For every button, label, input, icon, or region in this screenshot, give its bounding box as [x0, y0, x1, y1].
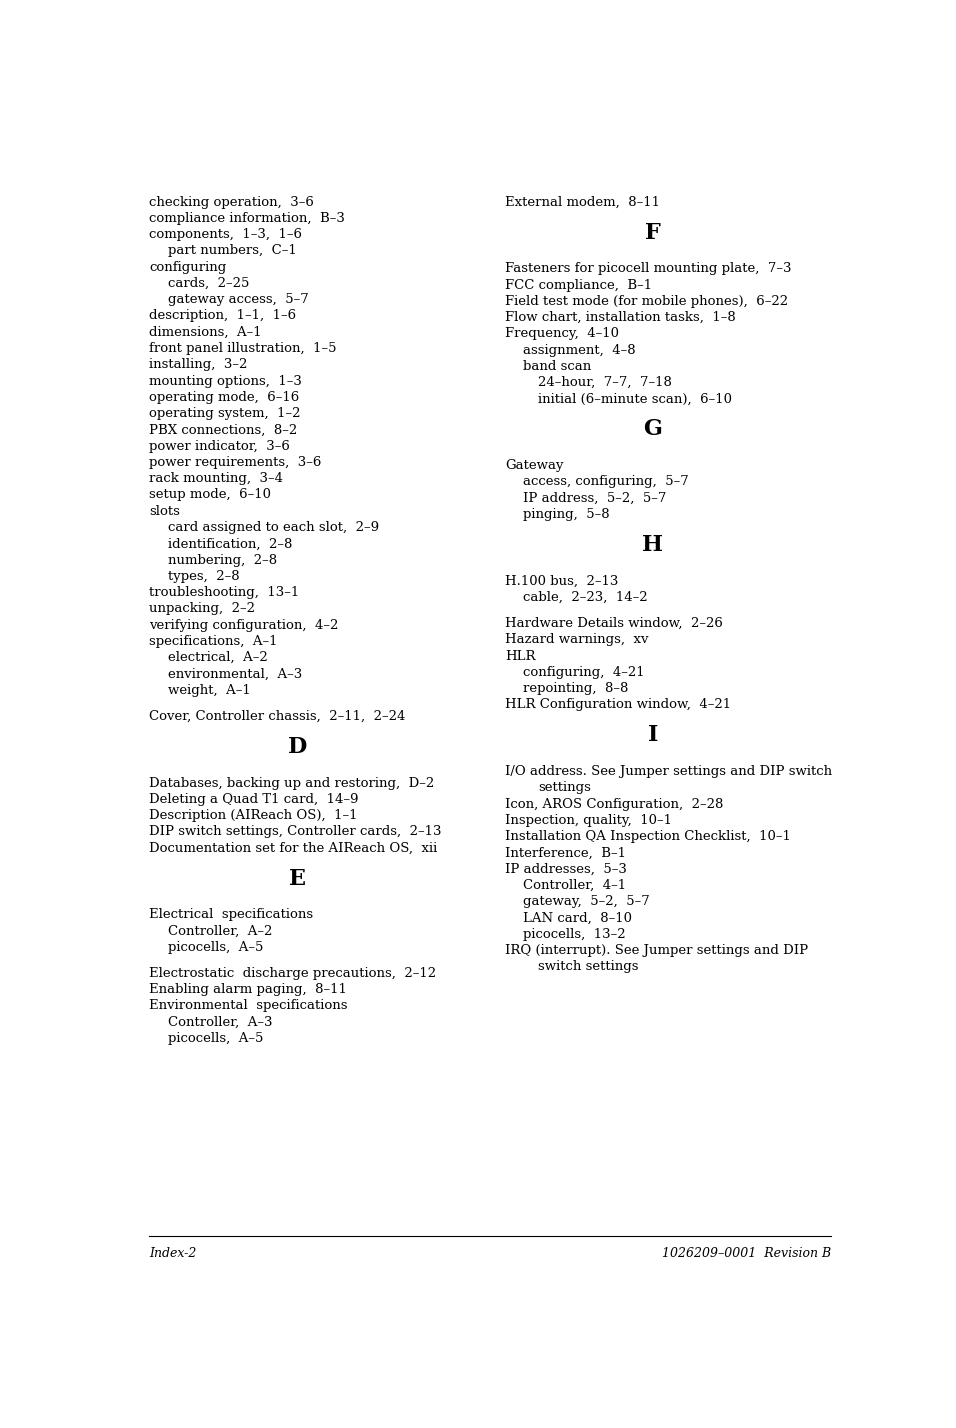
- Text: unpacking,  2–2: unpacking, 2–2: [149, 603, 255, 615]
- Text: FCC compliance,  B–1: FCC compliance, B–1: [505, 278, 652, 291]
- Text: PBX connections,  8–2: PBX connections, 8–2: [149, 423, 297, 437]
- Text: Flow chart, installation tasks,  1–8: Flow chart, installation tasks, 1–8: [505, 311, 735, 324]
- Text: Electrical  specifications: Electrical specifications: [149, 908, 314, 921]
- Text: Frequency,  4–10: Frequency, 4–10: [505, 327, 619, 340]
- Text: numbering,  2–8: numbering, 2–8: [167, 554, 277, 567]
- Text: Interference,  B–1: Interference, B–1: [505, 847, 626, 860]
- Text: IRQ (interrupt). See Jumper settings and DIP: IRQ (interrupt). See Jumper settings and…: [505, 944, 808, 957]
- Text: access, configuring,  5–7: access, configuring, 5–7: [523, 476, 689, 488]
- Text: verifying configuration,  4–2: verifying configuration, 4–2: [149, 618, 338, 631]
- Text: cards,  2–25: cards, 2–25: [167, 277, 249, 290]
- Text: Databases, backing up and restoring,  D–2: Databases, backing up and restoring, D–2: [149, 777, 434, 790]
- Text: rack mounting,  3–4: rack mounting, 3–4: [149, 473, 283, 486]
- Text: power indicator,  3–6: power indicator, 3–6: [149, 440, 290, 453]
- Text: Controller,  4–1: Controller, 4–1: [523, 880, 626, 892]
- Text: compliance information,  B–3: compliance information, B–3: [149, 211, 345, 224]
- Text: types,  2–8: types, 2–8: [167, 570, 239, 583]
- Text: picocells,  13–2: picocells, 13–2: [523, 928, 626, 941]
- Text: configuring: configuring: [149, 261, 227, 274]
- Text: Deleting a Quad T1 card,  14–9: Deleting a Quad T1 card, 14–9: [149, 793, 358, 805]
- Text: H: H: [642, 534, 663, 555]
- Text: Hardware Details window,  2–26: Hardware Details window, 2–26: [505, 617, 723, 630]
- Text: settings: settings: [538, 781, 591, 794]
- Text: Description (AIReach OS),  1–1: Description (AIReach OS), 1–1: [149, 810, 358, 823]
- Text: Cover, Controller chassis,  2–11,  2–24: Cover, Controller chassis, 2–11, 2–24: [149, 710, 405, 723]
- Text: I/O address. See Jumper settings and DIP switch: I/O address. See Jumper settings and DIP…: [505, 765, 832, 778]
- Text: environmental,  A–3: environmental, A–3: [167, 667, 302, 681]
- Text: IP addresses,  5–3: IP addresses, 5–3: [505, 863, 626, 875]
- Text: 1026209–0001  Revision B: 1026209–0001 Revision B: [662, 1247, 831, 1259]
- Text: description,  1–1,  1–6: description, 1–1, 1–6: [149, 310, 296, 323]
- Text: Enabling alarm paging,  8–11: Enabling alarm paging, 8–11: [149, 984, 347, 997]
- Text: Gateway: Gateway: [505, 460, 563, 473]
- Text: identification,  2–8: identification, 2–8: [167, 537, 292, 550]
- Text: components,  1–3,  1–6: components, 1–3, 1–6: [149, 228, 302, 241]
- Text: H.100 bus,  2–13: H.100 bus, 2–13: [505, 574, 619, 588]
- Text: Electrostatic  discharge precautions,  2–12: Electrostatic discharge precautions, 2–1…: [149, 967, 436, 980]
- Text: checking operation,  3–6: checking operation, 3–6: [149, 196, 314, 208]
- Text: DIP switch settings, Controller cards,  2–13: DIP switch settings, Controller cards, 2…: [149, 825, 442, 838]
- Text: repointing,  8–8: repointing, 8–8: [523, 683, 629, 695]
- Text: picocells,  A–5: picocells, A–5: [167, 1032, 263, 1045]
- Text: G: G: [643, 418, 663, 440]
- Text: part numbers,  C–1: part numbers, C–1: [167, 244, 296, 257]
- Text: E: E: [289, 868, 306, 890]
- Text: Controller,  A–3: Controller, A–3: [167, 1015, 272, 1028]
- Text: F: F: [645, 221, 661, 244]
- Text: I: I: [648, 724, 658, 747]
- Text: weight,  A–1: weight, A–1: [167, 684, 250, 697]
- Text: Hazard warnings,  xv: Hazard warnings, xv: [505, 633, 648, 647]
- Text: mounting options,  1–3: mounting options, 1–3: [149, 374, 302, 387]
- Text: 24–hour,  7–7,  7–18: 24–hour, 7–7, 7–18: [538, 376, 672, 390]
- Text: Environmental  specifications: Environmental specifications: [149, 1000, 348, 1012]
- Text: Documentation set for the AIReach OS,  xii: Documentation set for the AIReach OS, xi…: [149, 841, 438, 854]
- Text: setup mode,  6–10: setup mode, 6–10: [149, 488, 272, 501]
- Text: initial (6–minute scan),  6–10: initial (6–minute scan), 6–10: [538, 393, 732, 406]
- Text: Inspection, quality,  10–1: Inspection, quality, 10–1: [505, 814, 672, 827]
- Text: IP address,  5–2,  5–7: IP address, 5–2, 5–7: [523, 491, 666, 504]
- Text: D: D: [288, 735, 307, 758]
- Text: External modem,  8–11: External modem, 8–11: [505, 196, 660, 208]
- Text: Controller,  A–2: Controller, A–2: [167, 924, 272, 938]
- Text: Icon, AROS Configuration,  2–28: Icon, AROS Configuration, 2–28: [505, 798, 723, 811]
- Text: slots: slots: [149, 504, 180, 518]
- Text: Installation QA Inspection Checklist,  10–1: Installation QA Inspection Checklist, 10…: [505, 830, 791, 843]
- Text: specifications,  A–1: specifications, A–1: [149, 635, 277, 648]
- Text: front panel illustration,  1–5: front panel illustration, 1–5: [149, 343, 337, 356]
- Text: configuring,  4–21: configuring, 4–21: [523, 665, 645, 678]
- Text: HLR: HLR: [505, 650, 535, 663]
- Text: gateway access,  5–7: gateway access, 5–7: [167, 293, 309, 306]
- Text: cable,  2–23,  14–2: cable, 2–23, 14–2: [523, 591, 648, 604]
- Text: installing,  3–2: installing, 3–2: [149, 358, 248, 371]
- Text: gateway,  5–2,  5–7: gateway, 5–2, 5–7: [523, 895, 650, 908]
- Text: Field test mode (for mobile phones),  6–22: Field test mode (for mobile phones), 6–2…: [505, 294, 788, 308]
- Text: dimensions,  A–1: dimensions, A–1: [149, 326, 262, 338]
- Text: electrical,  A–2: electrical, A–2: [167, 651, 268, 664]
- Text: band scan: band scan: [523, 360, 592, 373]
- Text: pinging,  5–8: pinging, 5–8: [523, 508, 610, 521]
- Text: troubleshooting,  13–1: troubleshooting, 13–1: [149, 585, 299, 600]
- Text: assignment,  4–8: assignment, 4–8: [523, 344, 636, 357]
- Text: operating mode,  6–16: operating mode, 6–16: [149, 391, 299, 404]
- Text: power requirements,  3–6: power requirements, 3–6: [149, 456, 321, 468]
- Text: operating system,  1–2: operating system, 1–2: [149, 407, 300, 420]
- Text: switch settings: switch settings: [538, 961, 639, 974]
- Text: HLR Configuration window,  4–21: HLR Configuration window, 4–21: [505, 698, 731, 711]
- Text: LAN card,  8–10: LAN card, 8–10: [523, 911, 632, 924]
- Text: Fasteners for picocell mounting plate,  7–3: Fasteners for picocell mounting plate, 7…: [505, 263, 792, 276]
- Text: card assigned to each slot,  2–9: card assigned to each slot, 2–9: [167, 521, 379, 534]
- Text: Index-2: Index-2: [149, 1247, 197, 1259]
- Text: picocells,  A–5: picocells, A–5: [167, 941, 263, 954]
